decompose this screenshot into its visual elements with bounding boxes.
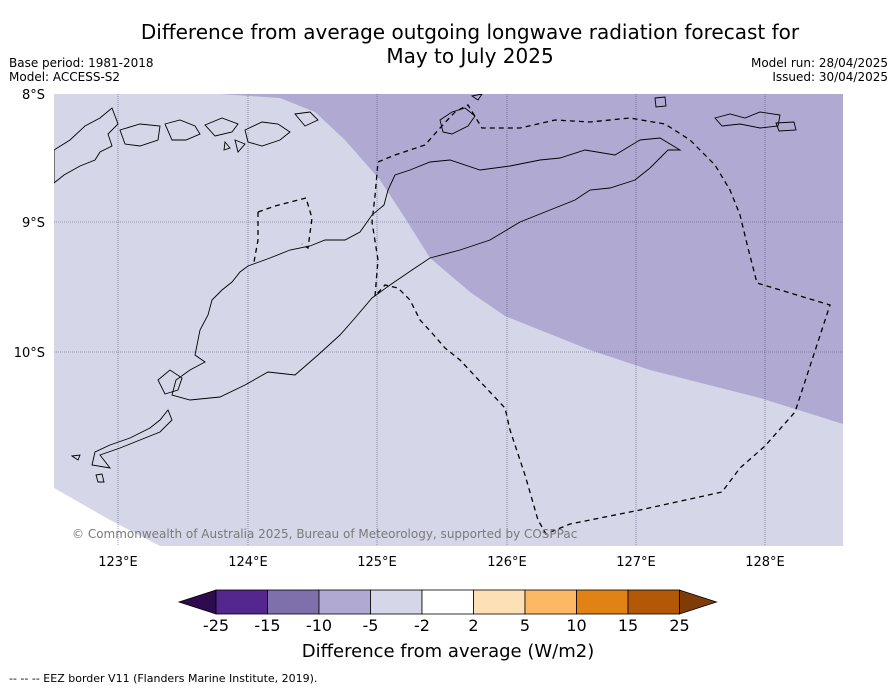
lat-label-9s: 9°S — [22, 216, 45, 231]
eez-border-oecusse — [253, 197, 313, 263]
flores-coastline — [54, 107, 119, 184]
base-period: Base period: 1981-2018 — [9, 56, 154, 70]
colorbar-bin — [215, 589, 268, 615]
no-data-corner — [54, 488, 160, 546]
colorbar-bin — [473, 589, 526, 615]
timor-coastline — [171, 137, 682, 401]
colorbar-tick-label: -2 — [414, 616, 430, 635]
lon-label-128e: 128°E — [745, 555, 785, 570]
lat-label-10s: 10°S — [14, 346, 45, 361]
colorbar-tick-label: 25 — [669, 616, 689, 635]
title-line-1: Difference from average outgoing longwav… — [140, 20, 800, 44]
colorbar-tick-label: 5 — [520, 616, 530, 635]
colorbar-tick-label: -15 — [254, 616, 280, 635]
colorbar-tick-label: -25 — [203, 616, 229, 635]
colorbar-tick-label: 15 — [618, 616, 638, 635]
map-title: Difference from average outgoing longwav… — [100, 20, 840, 68]
colorbar-bin — [627, 589, 680, 615]
anomaly-band-minus5-to-minus10 — [220, 94, 843, 424]
colorbar-bin — [318, 589, 371, 615]
sawu-coastline — [91, 409, 173, 469]
graticule — [54, 94, 843, 546]
eez-legend: -- -- -- EEZ border V11 (Flanders Marine… — [9, 672, 318, 685]
colorbar-tick-label: 2 — [468, 616, 478, 635]
rote-coastline — [157, 369, 183, 395]
colorbar-bin — [370, 589, 423, 615]
colorbar-extend-max — [679, 589, 718, 615]
colorbar: -25 -15 -10 -5 -2 2 5 10 15 25 — [177, 589, 718, 635]
lat-label-8s: 8°S — [22, 88, 45, 103]
map-panel: © Commonwealth of Australia 2025, Bureau… — [54, 94, 843, 546]
colorbar-tick-label: 10 — [566, 616, 586, 635]
model-name: Model: ACCESS-S2 — [9, 70, 121, 84]
colorbar-bin — [267, 589, 320, 615]
title-line-2: May to July 2025 — [386, 44, 554, 68]
lon-label-125e: 125°E — [357, 555, 397, 570]
alor-coastline — [439, 107, 476, 135]
run-info: Model run: 28/04/2025 Issued: 30/04/2025 — [751, 56, 888, 84]
lon-label-127e: 127°E — [616, 555, 656, 570]
coastlines — [54, 94, 797, 483]
issued-date: Issued: 30/04/2025 — [772, 70, 888, 84]
lon-label-124e: 124°E — [228, 555, 268, 570]
atauro-coastline — [654, 96, 667, 108]
colorbar-extend-min — [177, 589, 217, 615]
eez-border-main — [371, 104, 831, 535]
colorbar-tick-label: -5 — [363, 616, 379, 635]
colorbar-bin — [524, 589, 577, 615]
copyright-credit: © Commonwealth of Australia 2025, Bureau… — [72, 527, 577, 541]
model-info: Base period: 1981-2018 Model: ACCESS-S2 — [9, 56, 154, 84]
lon-label-126e: 126°E — [487, 555, 527, 570]
wetar-coastline — [714, 111, 781, 129]
colorbar-tick-label: -10 — [306, 616, 332, 635]
colorbar-bin — [421, 589, 474, 615]
colorbar-bin — [576, 589, 629, 615]
lon-label-123e: 123°E — [98, 555, 138, 570]
eez-border — [253, 104, 831, 535]
colorbar-label: Difference from average (W/m2) — [302, 641, 594, 662]
model-run-date: Model run: 28/04/2025 — [750, 56, 888, 70]
